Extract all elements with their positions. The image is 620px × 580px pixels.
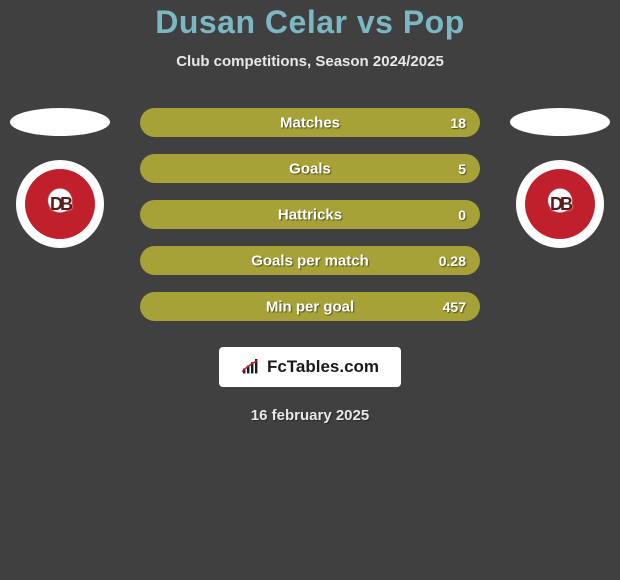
player-right-column: DB xyxy=(510,108,610,248)
stat-label: Min per goal xyxy=(266,298,354,315)
player-left-column: DB xyxy=(10,108,110,248)
watermark: FcTables.com xyxy=(219,347,401,387)
date-text: 16 february 2025 xyxy=(251,407,369,424)
stat-label: Goals xyxy=(289,160,331,177)
dinamo-crest-icon: DB xyxy=(25,169,95,239)
club-badge-right: DB xyxy=(516,160,604,248)
stat-right-value: 457 xyxy=(443,299,466,315)
stat-bars-container: Matches 18 Goals 5 Hattricks 0 Goals per match… xyxy=(140,108,480,321)
comparison-card: Dusan Celar vs Pop Club competitions, Se… xyxy=(0,0,620,580)
player-left-silhouette xyxy=(10,108,110,136)
stat-row: Matches 18 xyxy=(140,108,480,137)
stat-right-value: 0.28 xyxy=(439,253,466,269)
stat-right-value: 0 xyxy=(458,207,466,223)
stat-label: Hattricks xyxy=(278,206,342,223)
stat-row: Goals 5 xyxy=(140,154,480,183)
watermark-text: FcTables.com xyxy=(267,357,379,377)
club-badge-left: DB xyxy=(16,160,104,248)
stat-right-value: 18 xyxy=(450,115,466,131)
stat-row: Hattricks 0 xyxy=(140,200,480,229)
player-right-silhouette xyxy=(510,108,610,136)
stat-row: Goals per match 0.28 xyxy=(140,246,480,275)
stat-right-value: 5 xyxy=(458,161,466,177)
stat-label: Matches xyxy=(280,114,340,131)
bar-chart-icon xyxy=(241,359,261,375)
stat-label: Goals per match xyxy=(251,252,369,269)
stat-row: Min per goal 457 xyxy=(140,292,480,321)
dinamo-crest-icon: DB xyxy=(525,169,595,239)
page-title: Dusan Celar vs Pop xyxy=(155,4,465,41)
subtitle: Club competitions, Season 2024/2025 xyxy=(176,53,444,70)
